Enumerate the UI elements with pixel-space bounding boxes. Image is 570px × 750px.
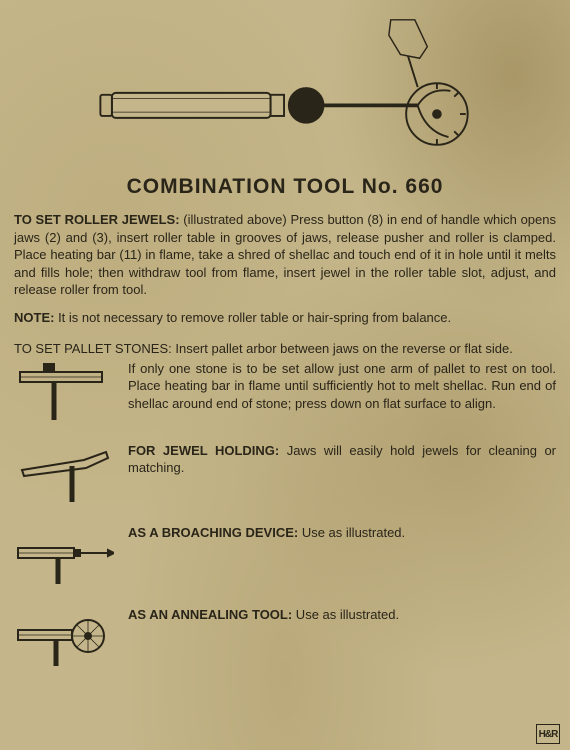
roller-lead: TO SET ROLLER JEWELS: bbox=[14, 212, 180, 227]
pallet-first-line: Insert pallet arbor between jaws on the … bbox=[172, 341, 513, 356]
anneal-illustration bbox=[14, 606, 114, 670]
brand-logo: H&R bbox=[536, 724, 560, 744]
broach-illustration bbox=[14, 524, 114, 588]
broach-section: AS A BROACHING DEVICE: Use as illustrate… bbox=[14, 524, 556, 588]
broach-body: Use as illustrated. bbox=[298, 525, 405, 540]
note-paragraph: NOTE: It is not necessary to remove roll… bbox=[14, 309, 556, 327]
pallet-rest: If only one stone is to be set allow jus… bbox=[128, 360, 556, 413]
note-lead: NOTE: bbox=[14, 310, 54, 325]
pallet-illustration bbox=[14, 360, 114, 424]
jewel-lead: FOR JEWEL HOLDING: bbox=[128, 443, 279, 458]
jewel-section: FOR JEWEL HOLDING: Jaws will easily hold… bbox=[14, 442, 556, 506]
pallet-section: TO SET PALLET STONES: Insert pallet arbo… bbox=[14, 340, 556, 424]
jewel-illustration bbox=[14, 442, 114, 506]
pallet-lead: TO SET PALLET STONES: bbox=[14, 341, 172, 356]
anneal-body: Use as illustrated. bbox=[292, 607, 399, 622]
broach-lead: AS A BROACHING DEVICE: bbox=[128, 525, 298, 540]
page-title: COMBINATION TOOL No. 660 bbox=[14, 175, 556, 199]
anneal-section: AS AN ANNEALING TOOL: Use as illustrated… bbox=[14, 606, 556, 670]
hero-illustration bbox=[14, 12, 556, 167]
anneal-lead: AS AN ANNEALING TOOL: bbox=[128, 607, 292, 622]
roller-jewels-paragraph: TO SET ROLLER JEWELS: (illustrated above… bbox=[14, 211, 556, 299]
note-body: It is not necessary to remove roller tab… bbox=[54, 310, 451, 325]
